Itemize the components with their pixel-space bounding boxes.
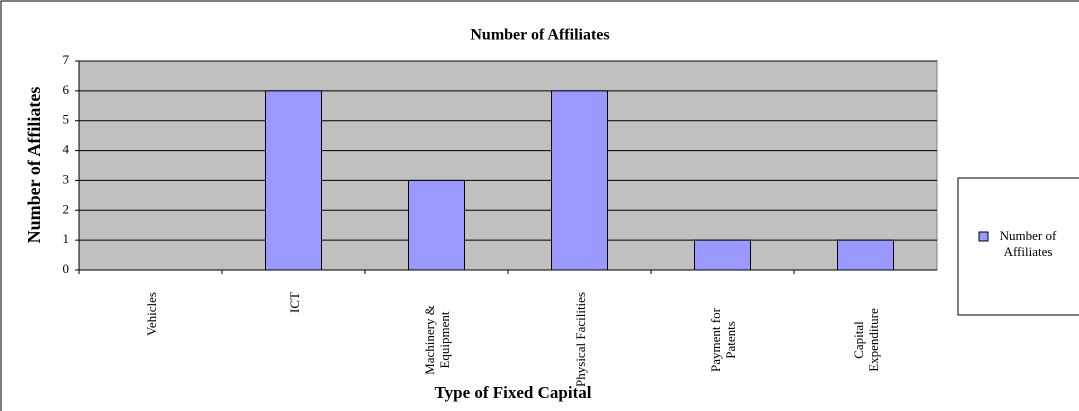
y-tick-label: 7	[63, 52, 70, 67]
legend-marker	[978, 231, 989, 242]
plot-area	[78, 60, 938, 271]
x-tick-label: Payment for Patents	[707, 308, 738, 372]
x-tick-label: Machinery & Equipment	[421, 305, 452, 375]
bar	[408, 179, 465, 271]
x-tick-label: Physical Facilities	[572, 292, 587, 387]
chart-title: Number of Affiliates	[470, 27, 609, 44]
x-tick-label: Vehicles	[143, 292, 158, 337]
y-axis-label: Number of Affiliates	[24, 87, 44, 244]
x-axis-label: Type of Fixed Capital	[435, 383, 592, 402]
x-tick-label: ICT	[286, 292, 301, 313]
legend-label: Number of Affiliates	[999, 228, 1057, 259]
y-tick-label: 1	[63, 231, 70, 246]
y-tick-label: 6	[63, 82, 70, 97]
x-tick-label: Capital Expenditure	[850, 308, 881, 372]
y-tick-label: 4	[63, 142, 70, 157]
bar	[837, 239, 894, 271]
y-tick-label: 2	[63, 201, 70, 216]
bar	[265, 90, 322, 271]
bar	[694, 239, 751, 271]
bar	[551, 90, 608, 271]
y-tick-label: 0	[63, 261, 70, 276]
y-tick-label: 5	[63, 112, 70, 127]
y-tick-label: 3	[63, 171, 70, 186]
legend-box	[957, 177, 1079, 316]
